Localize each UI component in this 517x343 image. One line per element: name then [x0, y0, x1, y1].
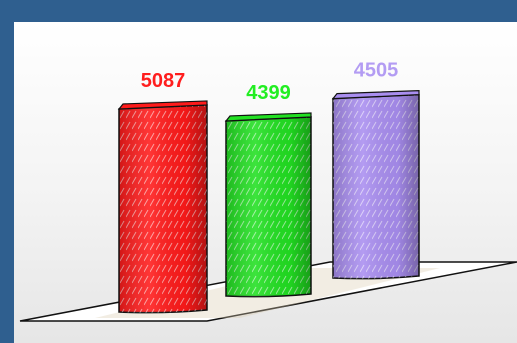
bar-3	[331, 90, 420, 280]
data-label-1: 5087	[141, 70, 186, 92]
data-label-3: 4505	[354, 60, 399, 82]
bar-1	[117, 100, 208, 314]
bar-2	[224, 112, 312, 298]
data-label-2: 4399	[246, 82, 291, 104]
